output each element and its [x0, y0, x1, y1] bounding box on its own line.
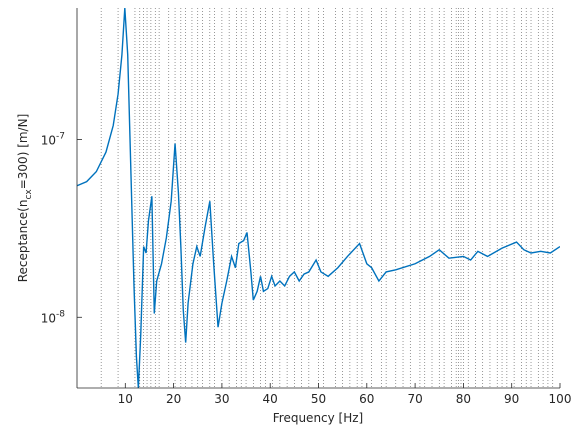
y-tick-base: 10 [41, 134, 56, 148]
y-axis-label-sub: cx [24, 189, 34, 200]
x-tick-label: 50 [311, 392, 326, 406]
x-tick-label: 100 [549, 392, 572, 406]
x-tick-label: 80 [456, 392, 471, 406]
y-tick-label: 10-7 [41, 132, 65, 148]
x-tick-label: 30 [214, 392, 229, 406]
x-tick-label: 70 [407, 392, 422, 406]
y-tick-label: 10-8 [41, 309, 66, 325]
data-line [77, 8, 560, 388]
y-axis-label-part: =300) [m/N] [16, 114, 30, 190]
y-axis-label-part: Receptance(n [16, 200, 30, 283]
x-tick-label: 10 [118, 392, 133, 406]
y-tick-exponent: -7 [56, 132, 65, 142]
y-tick-base: 10 [41, 311, 56, 325]
y-tick-exponent: -8 [56, 309, 65, 319]
x-tick-label: 20 [166, 392, 181, 406]
y-axis-label: Receptance(ncx=300) [m/N] [16, 114, 34, 283]
x-tick-label: 90 [504, 392, 519, 406]
x-tick-label: 60 [359, 392, 374, 406]
x-axis-label: Frequency [Hz] [273, 411, 364, 425]
x-tick-label: 40 [263, 392, 278, 406]
